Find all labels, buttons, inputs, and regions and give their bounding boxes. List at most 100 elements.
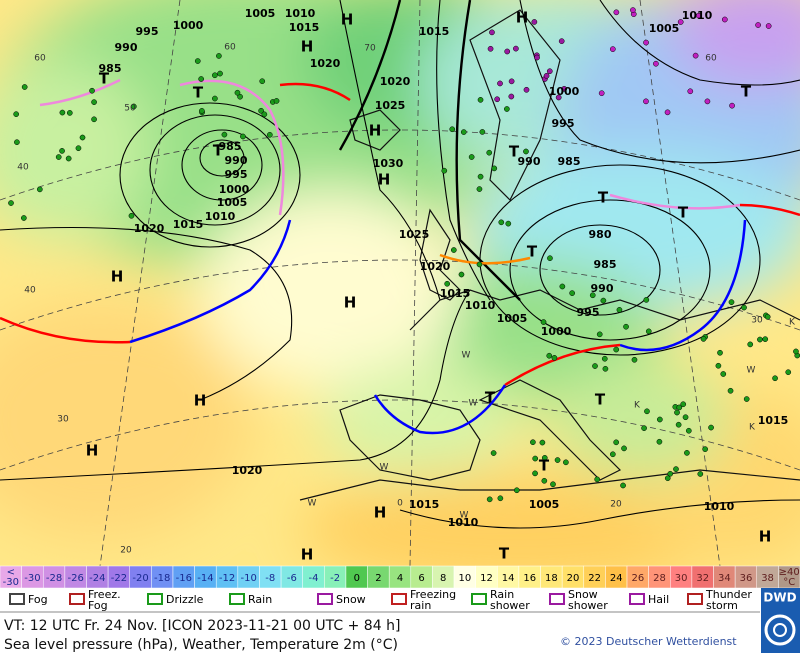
scale-label: -20 (132, 573, 148, 584)
weather-symbol (490, 450, 497, 456)
weather-symbol (198, 76, 204, 82)
isobar-label: 1010 (465, 299, 496, 312)
weather-symbol (697, 471, 704, 477)
pressure-center: T (509, 143, 520, 161)
legend-icon (629, 593, 645, 605)
legend-icon (69, 593, 85, 605)
isobar-label: 1010 (704, 500, 735, 513)
weather-symbol (673, 466, 679, 472)
minor-label: 0 (397, 499, 403, 509)
weather-symbol (476, 261, 483, 268)
scale-label: -6 (287, 573, 297, 584)
weather-symbol (675, 421, 682, 428)
scale-label: 30 (675, 573, 688, 584)
weather-symbol (550, 481, 556, 488)
weather-symbol (601, 355, 608, 362)
scale-label: 26 (631, 573, 644, 584)
weather-symbol (613, 346, 620, 353)
weather-symbol (720, 371, 727, 377)
weather-symbol (653, 60, 659, 67)
pressure-center: H (301, 546, 314, 564)
pressure-center: H (86, 442, 99, 460)
weather-symbol (704, 98, 711, 105)
weather-symbol (199, 108, 205, 114)
weather-symbol (194, 58, 201, 64)
weather-symbol (692, 52, 699, 59)
weather-symbol (600, 297, 607, 304)
weather-symbol (477, 96, 484, 103)
minor-label: W (462, 351, 471, 361)
scale-label: -2 (330, 573, 340, 584)
legend-background (0, 588, 800, 653)
weather-symbol (217, 70, 223, 77)
minor-label: W (460, 511, 469, 521)
description: Sea level pressure (hPa), Weather, Tempe… (4, 637, 398, 653)
isobar-label: 1000 (549, 85, 580, 98)
weather-symbol (743, 396, 750, 402)
weather-symbol (541, 477, 548, 484)
isobar-label: 995 (136, 25, 159, 38)
minor-label: 40 (17, 163, 29, 173)
weather-symbol (558, 38, 565, 45)
weather-symbol (645, 328, 652, 335)
isobar-label: 1000 (541, 325, 572, 338)
isobar-label: 990 (115, 41, 138, 54)
pressure-center: T (598, 189, 609, 207)
scale-label: -28 (46, 573, 62, 584)
weather-symbol (551, 355, 558, 361)
weather-symbol (59, 148, 65, 154)
weather-symbol (444, 280, 451, 287)
pressure-center: H (759, 528, 772, 546)
scale-label: 6 (418, 573, 424, 584)
scale-label: 24 (610, 573, 623, 584)
scale-label: 20 (567, 573, 580, 584)
scale-label: 14 (502, 573, 515, 584)
isobar-label: 990 (225, 154, 248, 167)
pressure-center: H (378, 171, 391, 189)
weather-symbol (715, 362, 722, 369)
isobar-label: 1030 (373, 157, 404, 170)
weather-symbol (682, 414, 689, 421)
weather-symbol (216, 53, 222, 59)
scale-label: 10 (458, 573, 471, 584)
isobar-label: 1015 (419, 25, 450, 38)
weather-symbol (55, 154, 62, 160)
minor-label: 40 (24, 286, 36, 296)
weather-symbol (708, 424, 714, 431)
weather-symbol (477, 173, 484, 180)
weather-symbol (508, 93, 515, 100)
weather-symbol (561, 85, 567, 92)
pressure-center: T (678, 204, 689, 222)
weather-symbol (765, 23, 772, 29)
weather-symbol (613, 439, 620, 446)
weather-symbol (621, 445, 627, 452)
weather-symbol (609, 451, 616, 458)
weather-symbol (449, 126, 456, 133)
weather-symbol (656, 438, 663, 445)
weather-symbol (687, 88, 694, 95)
minor-label: 30 (751, 316, 763, 326)
scale-label: 8 (440, 573, 446, 584)
weather-symbol (273, 98, 280, 104)
minor-label: W (747, 366, 756, 376)
weather-symbol (667, 470, 674, 477)
weather-symbol (592, 363, 598, 369)
isobar-label: 1005 (497, 312, 528, 325)
weather-symbol (543, 72, 550, 79)
weather-symbol (727, 387, 734, 394)
weather-symbol (91, 99, 97, 105)
scale-label: 4 (397, 573, 403, 584)
weather-symbol (717, 349, 723, 356)
weather-symbol (721, 16, 728, 23)
legend-icon (391, 593, 407, 605)
weather-symbol (677, 19, 684, 25)
scale-label: 34 (718, 573, 731, 584)
isobar-label: 985 (219, 140, 242, 153)
scale-label: -4 (309, 573, 319, 584)
isobar-label: 985 (594, 258, 617, 271)
isobar-label: 1015 (440, 287, 471, 300)
isobar-label: 985 (99, 62, 122, 75)
scale-label: -30 (24, 573, 40, 584)
weather-symbol (13, 111, 20, 118)
pressure-center: T (527, 243, 538, 261)
